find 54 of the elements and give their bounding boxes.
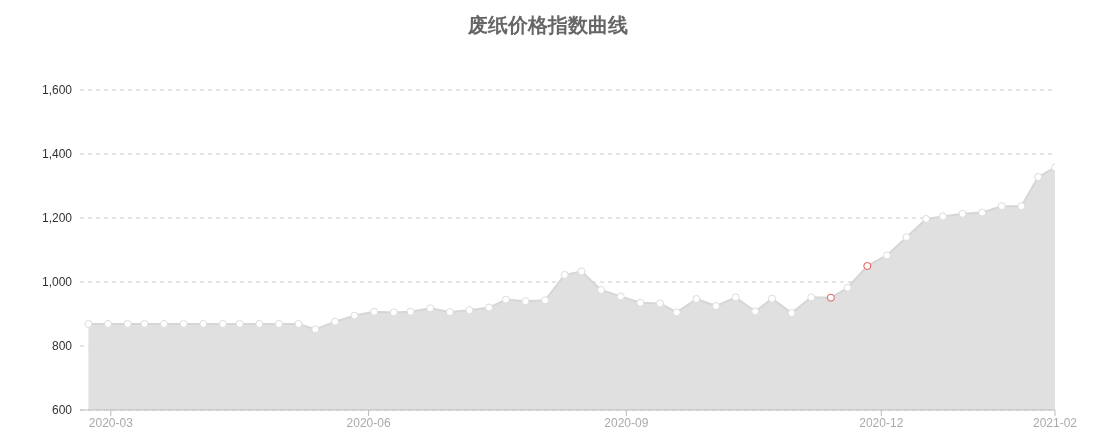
point	[370, 307, 379, 316]
point	[692, 294, 701, 303]
point	[751, 307, 760, 316]
point	[218, 319, 227, 328]
point	[731, 293, 740, 302]
point	[958, 209, 967, 218]
point	[406, 307, 415, 316]
point	[826, 293, 835, 302]
y-tick-label: 800	[51, 339, 73, 354]
point	[597, 286, 606, 294]
point	[255, 319, 264, 328]
point	[199, 319, 208, 328]
point	[768, 294, 777, 303]
point	[274, 319, 283, 328]
point	[843, 283, 852, 292]
point	[938, 212, 947, 221]
point	[179, 319, 188, 328]
point	[636, 298, 645, 307]
point	[1034, 173, 1043, 182]
point	[922, 214, 931, 223]
y-tick-label: 1,400	[41, 147, 73, 162]
point	[863, 262, 872, 270]
point	[140, 319, 149, 328]
y-tick-label: 1,200	[41, 211, 73, 226]
x-tick-label: 2020-03	[88, 415, 134, 430]
point	[655, 299, 664, 308]
chart-title: 废纸价格指数曲线	[466, 13, 629, 38]
point	[577, 267, 586, 276]
point	[672, 308, 681, 317]
point	[882, 251, 891, 260]
y-tick-label: 1,600	[41, 83, 73, 98]
point	[711, 302, 720, 310]
point	[294, 319, 303, 328]
point	[501, 295, 510, 304]
x-tick-label: 2021-02	[1032, 415, 1078, 430]
point	[104, 319, 113, 328]
x-tick-label: 2020-09	[604, 415, 649, 430]
point	[311, 325, 320, 334]
x-tick-label: 2020-06	[346, 415, 391, 430]
point	[485, 303, 494, 312]
point	[616, 292, 625, 301]
point	[160, 319, 169, 328]
point	[560, 270, 569, 279]
point	[235, 319, 244, 328]
point	[350, 311, 359, 320]
point	[84, 319, 93, 328]
y-tick-label: 1,000	[41, 275, 73, 290]
point	[389, 308, 398, 317]
point	[978, 208, 987, 217]
y-tick-label: 600	[51, 403, 73, 418]
x-tick-label: 2020-12	[859, 415, 904, 430]
point	[807, 293, 816, 302]
point	[123, 319, 132, 328]
point	[330, 317, 339, 326]
